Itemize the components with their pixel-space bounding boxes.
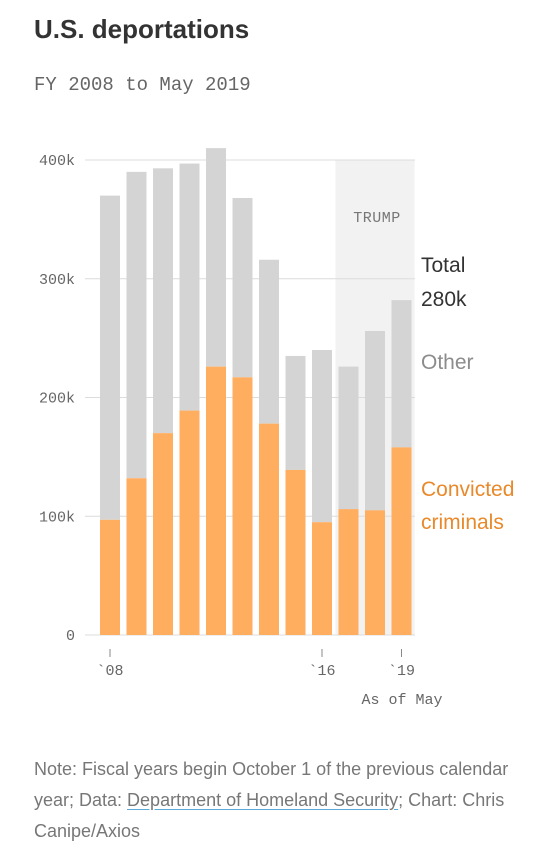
bar-other-2017 [338, 366, 359, 510]
bar-convicted-2008 [100, 519, 120, 635]
deportations-bar-chart: TRUMP 0 100k 200k 300k 400k `08 `16 `19 As of May… [39, 148, 514, 709]
note-suffix: ; Chart: Chris Canipe/Axios [34, 790, 505, 841]
bar-other-2011 [179, 163, 200, 411]
x-tick-label: `08 [96, 663, 123, 680]
x-axis-note: As of May [361, 692, 442, 709]
bar-convicted-2017 [338, 509, 359, 635]
total-value: 280k [421, 288, 467, 311]
bar-other-2010 [153, 168, 173, 434]
y-tick-label: 0 [66, 628, 75, 645]
bar-convicted-2011 [179, 410, 200, 635]
trump-label: TRUMP [353, 210, 401, 227]
x-tick-label: `19 [388, 663, 415, 680]
legend-convicted-line2: criminals [421, 511, 504, 534]
bar-other-2018 [365, 331, 385, 511]
y-tick-label: 200k [39, 391, 75, 408]
bar-convicted-2015 [285, 469, 306, 635]
total-label: Total [421, 254, 465, 277]
bar-other-2019 [391, 300, 412, 448]
y-tick-label: 400k [39, 153, 75, 170]
y-tick-label: 100k [39, 509, 75, 526]
chart-title: U.S. deportations [34, 14, 250, 44]
data-source-link[interactable]: Department of Homeland Security [127, 790, 399, 810]
chart-note: Note: Fiscal years begin October 1 of th… [34, 754, 524, 847]
bar-convicted-2010 [153, 433, 173, 635]
legend-convicted-line1: Convicted [421, 478, 514, 501]
bar-convicted-2013 [232, 377, 253, 635]
bar-other-2014 [259, 259, 279, 424]
y-tick-label: 300k [39, 272, 75, 289]
bar-convicted-2018 [365, 510, 385, 635]
bar-convicted-2012 [206, 366, 226, 635]
bar-other-2009 [126, 171, 147, 479]
bar-convicted-2014 [259, 423, 279, 635]
bar-convicted-2019 [391, 447, 412, 635]
legend-other: Other [421, 351, 474, 374]
note-prefix: Note: Fiscal years begin October 1 of th… [34, 759, 509, 810]
bar-other-2008 [100, 195, 120, 520]
bar-other-2016 [312, 350, 332, 523]
bar-other-2012 [206, 148, 226, 367]
bar-other-2015 [285, 355, 306, 470]
chart-subtitle: FY 2008 to May 2019 [34, 74, 251, 96]
bar-convicted-2009 [126, 478, 147, 635]
x-tick-label: `16 [308, 663, 335, 680]
bar-convicted-2016 [312, 522, 332, 635]
bar-other-2013 [232, 198, 253, 378]
